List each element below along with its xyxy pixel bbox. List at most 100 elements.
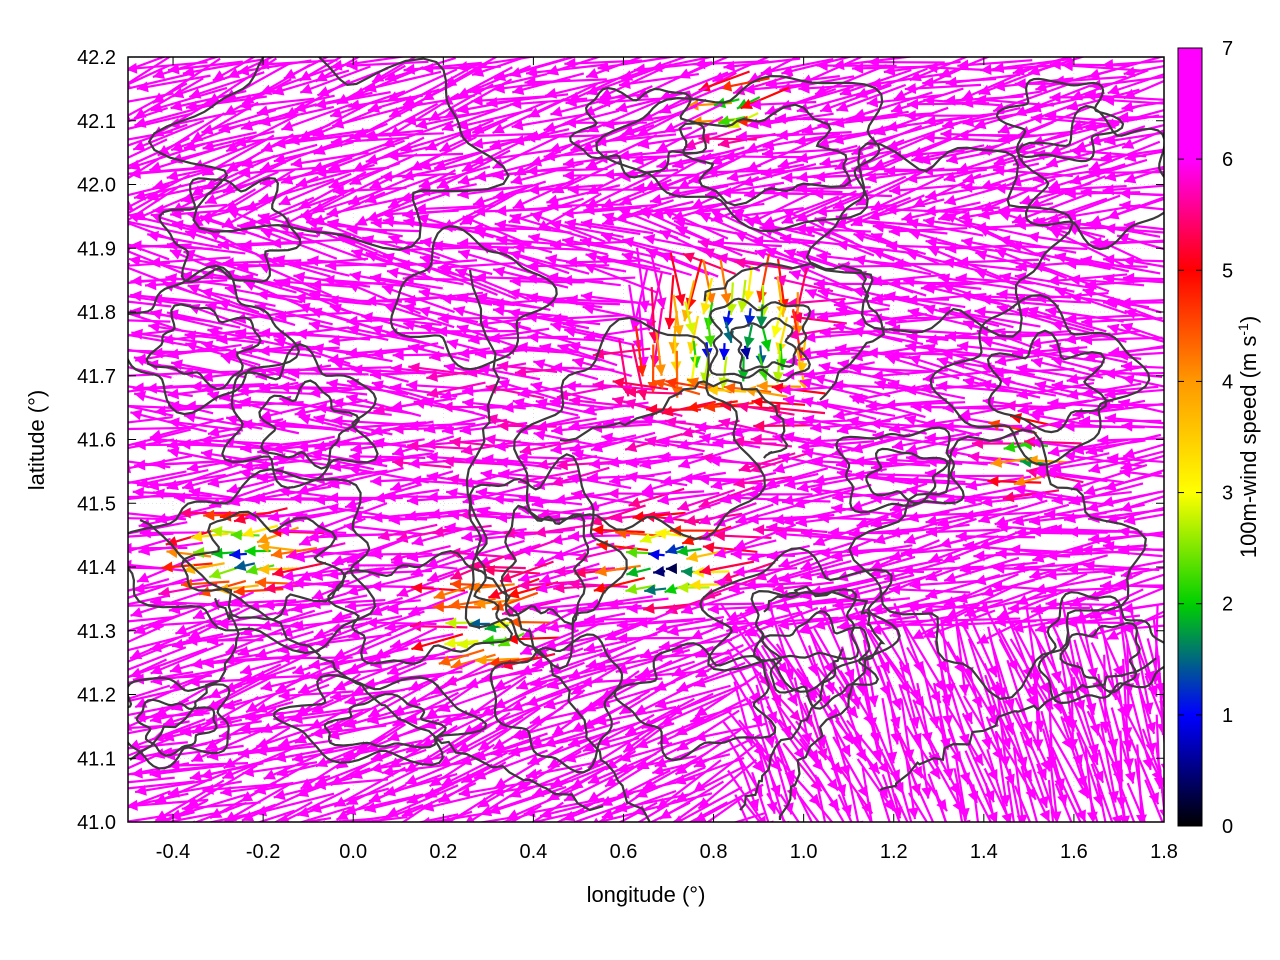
- wind-vector: [752, 235, 820, 247]
- wind-vector: [885, 315, 965, 328]
- contour-line: [848, 428, 1147, 700]
- wind-vector: [1010, 621, 1051, 695]
- wind-vector: [766, 792, 787, 822]
- wind-vector: [1067, 345, 1142, 360]
- contour-line: [128, 264, 300, 416]
- wind-vector: [437, 313, 520, 325]
- wind-vector: [1103, 254, 1164, 266]
- colorbar-tick-label: 0: [1222, 816, 1233, 838]
- wind-vector: [764, 467, 829, 489]
- wind-vector: [234, 560, 256, 571]
- wind-vector: [446, 338, 511, 359]
- wind-vector: [438, 727, 508, 767]
- wind-vector: [595, 564, 641, 577]
- wind-vector: [273, 255, 350, 277]
- colorbar-tick-label: 4: [1222, 371, 1233, 393]
- wind-vector: [749, 99, 817, 110]
- wind-vector: [1111, 763, 1136, 822]
- wind-vector: [669, 252, 686, 306]
- wind-vector: [554, 491, 616, 505]
- wind-vector: [607, 597, 669, 610]
- wind-vector: [766, 558, 842, 585]
- wind-vector: [128, 594, 169, 606]
- wind-vector: [508, 308, 590, 330]
- wind-vector: [347, 324, 429, 346]
- contour-line: [865, 447, 949, 505]
- wind-vector: [436, 325, 517, 337]
- wind-vector: [814, 774, 827, 822]
- contour-line: [739, 648, 844, 811]
- colorbar-tick-label: 2: [1222, 594, 1233, 616]
- wind-vector: [288, 128, 369, 146]
- wind-vector: [149, 256, 231, 268]
- contour-line: [489, 633, 624, 774]
- wind-vector: [1119, 297, 1164, 309]
- x-tick-label: -0.4: [156, 841, 190, 863]
- contour-line: [147, 57, 510, 251]
- wind-vector: [510, 162, 584, 186]
- wind-vector: [461, 528, 527, 543]
- wind-vector: [938, 273, 1018, 290]
- wind-vector: [984, 783, 996, 822]
- contour-line: [835, 426, 965, 514]
- wind-vector: [1124, 308, 1164, 323]
- wind-vector: [128, 319, 171, 323]
- wind-vector: [204, 170, 279, 205]
- wind-vector: [702, 248, 761, 272]
- wind-vector: [1118, 398, 1164, 414]
- wind-vector: [633, 182, 709, 194]
- wind-vector: [812, 188, 893, 200]
- wind-vector: [174, 607, 241, 635]
- wind-vector: [327, 718, 405, 740]
- wind-vector: [136, 74, 211, 93]
- wind-vector: [945, 242, 1023, 254]
- wind-vector: [1034, 467, 1108, 483]
- wind-vector: [998, 235, 1077, 254]
- wind-vector: [1103, 368, 1164, 380]
- wind-vector: [1097, 434, 1164, 446]
- wind-vector: [935, 380, 1018, 394]
- wind-vector: [957, 59, 1033, 71]
- wind-vector: [1068, 482, 1144, 506]
- wind-vector: [241, 786, 317, 822]
- wind-vector: [372, 803, 424, 822]
- contour-line: [763, 585, 886, 821]
- y-tick-label: 41.6: [77, 430, 116, 452]
- wind-vector: [760, 326, 772, 352]
- contour-line: [703, 262, 886, 401]
- wind-vector: [1013, 484, 1083, 501]
- wind-vector: [852, 456, 931, 468]
- wind-vector: [621, 236, 693, 258]
- wind-vector: [431, 240, 515, 252]
- wind-vector: [583, 203, 658, 216]
- contour-line: [221, 343, 379, 489]
- wind-vector: [1119, 200, 1164, 212]
- wind-vector: [847, 546, 926, 558]
- wind-vector: [1104, 602, 1164, 617]
- wind-vector: [179, 720, 262, 737]
- wind-vector: [579, 237, 656, 259]
- wind-vector: [346, 315, 426, 327]
- wind-vector: [1068, 274, 1145, 287]
- wind-vector: [330, 57, 408, 71]
- wind-vector: [128, 138, 168, 159]
- contour-line: [750, 588, 860, 662]
- wind-vector: [1158, 764, 1164, 819]
- wind-vector: [497, 379, 561, 402]
- wind-vector: [158, 582, 218, 598]
- wind-vector: [644, 584, 667, 596]
- wind-vector: [1032, 537, 1108, 563]
- wind-vector: [511, 716, 584, 740]
- wind-vector: [680, 590, 745, 615]
- wind-vector: [568, 578, 628, 590]
- wind-vector: [369, 273, 443, 290]
- wind-vector: [883, 291, 966, 309]
- wind-vector: [335, 783, 407, 821]
- contour-line: [180, 510, 347, 621]
- wind-vector: [618, 208, 691, 240]
- wind-vector: [961, 90, 1042, 108]
- wind-vector: [743, 265, 755, 303]
- wind-vector: [1100, 148, 1164, 163]
- x-axis-ticks: -0.4 -0.2 0.0 0.2 0.4 0.6 0.8 1.0 1.2 1.4 1.6 1.8: [156, 57, 1178, 863]
